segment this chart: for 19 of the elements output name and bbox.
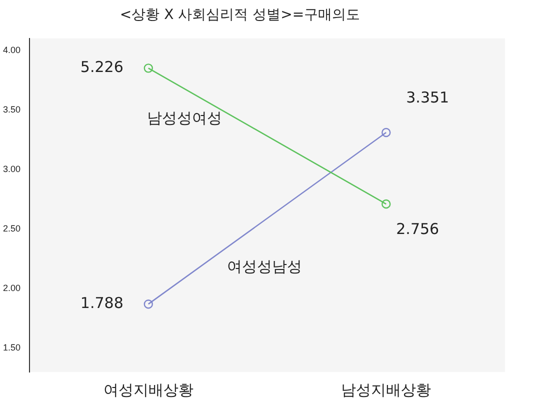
y-tick-label: 2.00 (2, 283, 21, 294)
y-tick-label: 4.00 (2, 44, 21, 55)
x-tick-label: 여성지배상황 (103, 382, 194, 400)
point (144, 64, 153, 73)
annotation: 3.351 (406, 88, 450, 106)
y-tick-label: 2.50 (2, 224, 21, 234)
chart-title: <상황 X 사회심리적 성별>=구매의도 (118, 6, 362, 24)
series-label: 여성성남성 (227, 258, 302, 276)
point (382, 128, 391, 138)
point (382, 199, 391, 209)
y-tick-label: 1.50 (2, 342, 21, 353)
y-tick-label: 3.50 (2, 104, 21, 114)
point (144, 299, 153, 309)
series-label: 남성성여성 (147, 108, 222, 127)
annotation: 5.226 (80, 58, 124, 76)
annotation: 2.756 (396, 220, 440, 238)
annotation: 1.788 (80, 294, 124, 312)
x-tick-label: 남성지배상황 (341, 382, 432, 400)
y-tick-label: 3.00 (2, 164, 21, 174)
